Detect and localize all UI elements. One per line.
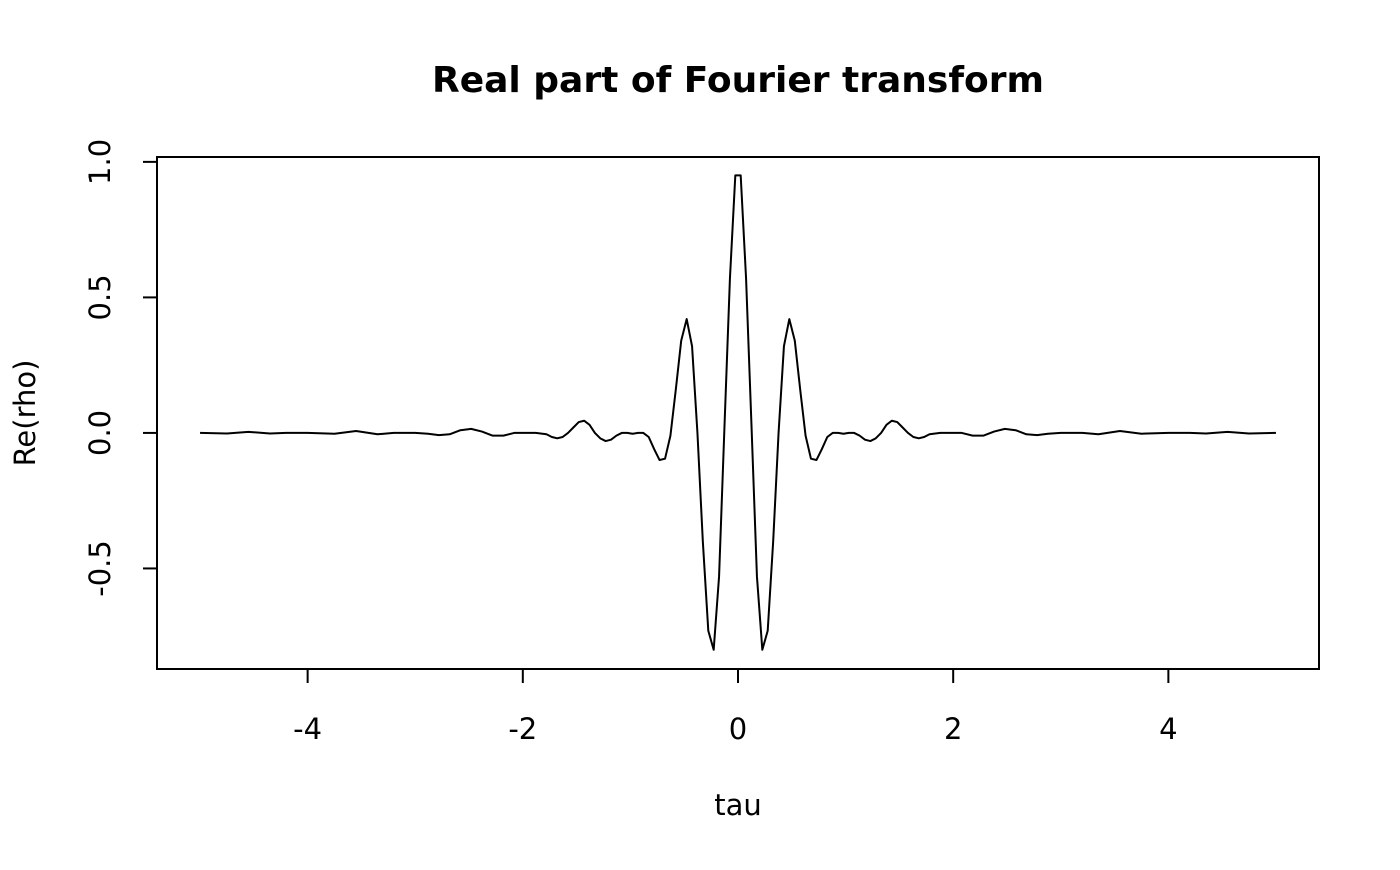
x-axis-label: tau [714,788,762,822]
y-axis-label: Re(rho) [8,360,42,467]
x-tick-label: -2 [508,712,537,746]
data-line [200,174,1276,651]
x-tick-label: 4 [1159,712,1177,746]
y-tick-label: 1.0 [83,139,117,185]
chart-title: Real part of Fourier transform [432,60,1044,101]
y-tick-label: -0.5 [83,540,117,597]
x-tick-label: 2 [944,712,962,746]
x-tick-label: 0 [729,712,747,746]
y-tick-label: 0.5 [83,274,117,320]
x-tick-label: -4 [293,712,322,746]
y-tick-label: 0.0 [83,410,117,456]
plot-frame [156,156,1320,670]
